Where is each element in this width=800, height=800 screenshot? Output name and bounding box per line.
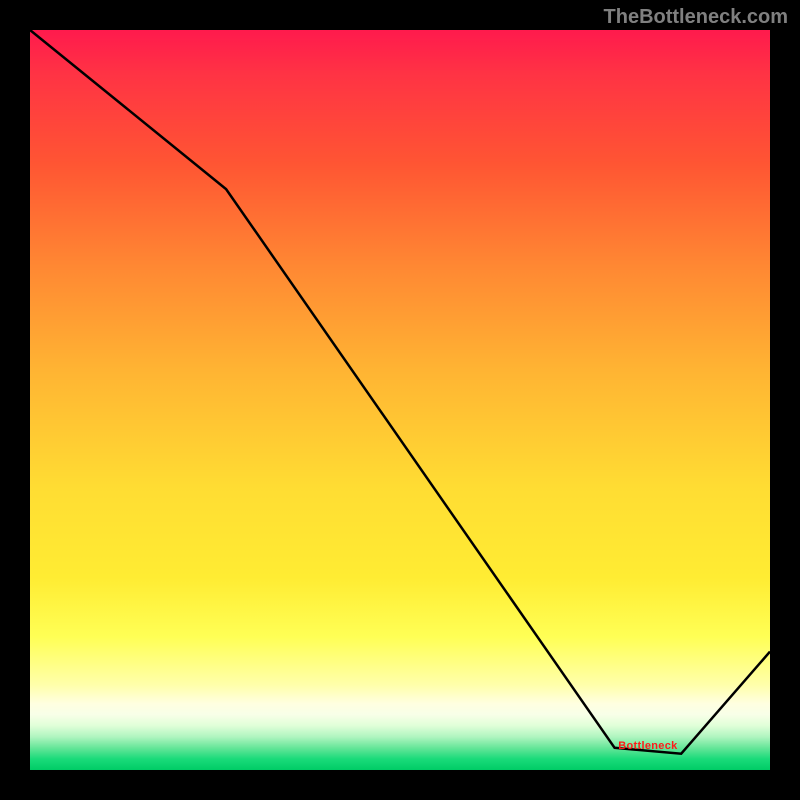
chart-line-svg [30,30,770,770]
chart-line [30,30,770,754]
chart-watermark: Bottleneck [618,740,677,752]
attribution-text: TheBottleneck.com [604,6,788,29]
chart-plot-area: Bottleneck [30,30,770,770]
